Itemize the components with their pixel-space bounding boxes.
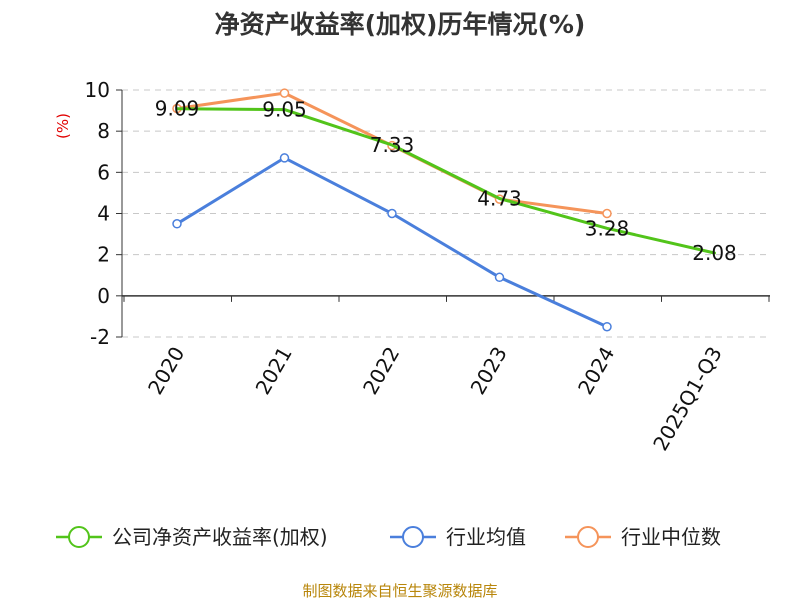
series	[172, 88, 716, 332]
legend-label: 行业中位数	[621, 525, 721, 549]
legend-label: 行业均值	[446, 525, 526, 549]
x-tick-label: 2024	[573, 343, 619, 399]
data-point	[172, 219, 182, 229]
y-tick-label: 8	[97, 119, 110, 143]
x-tick-label: 2025Q1-Q3	[648, 343, 727, 455]
y-tick-label: 0	[97, 284, 110, 308]
data-label: 9.09	[155, 97, 200, 121]
data-label: 3.28	[585, 216, 630, 240]
data-label: 7.33	[370, 133, 415, 157]
data-point	[387, 208, 397, 219]
x-tick-label: 2022	[358, 343, 404, 399]
data-label: 9.05	[262, 98, 307, 122]
data-label: 4.73	[477, 186, 522, 210]
x-tick-label: 2021	[251, 343, 297, 399]
data-point	[494, 272, 505, 283]
data-labels: 9.09 9.05 7.33 4.73 3.28 2.08	[155, 97, 737, 265]
legend-marker	[402, 526, 424, 548]
legend-marker	[68, 526, 90, 548]
legend: 公司净资产收益率(加权) 行业均值 行业中位数	[56, 525, 721, 549]
x-tick-label: 2020	[143, 343, 189, 399]
y-tick-label: 10	[85, 78, 110, 102]
legend-label: 公司净资产收益率(加权)	[112, 525, 328, 549]
chart-title: 净资产收益率(加权)历年情况(%)	[215, 10, 586, 39]
data-point	[279, 153, 290, 163]
x-tick-label: 2023	[466, 343, 512, 399]
legend-marker	[577, 526, 599, 548]
y-tick-label: 4	[97, 202, 110, 226]
source-note: 制图数据来自恒生聚源数据库	[302, 582, 497, 600]
y-tick-label: 2	[97, 243, 110, 267]
data-point	[602, 208, 612, 219]
series-line-0	[175, 107, 716, 255]
data-point	[279, 88, 290, 98]
data-point	[602, 321, 612, 332]
y-tick-label: -2	[90, 325, 110, 349]
data-label: 2.08	[692, 241, 737, 265]
y-tick-label: 6	[97, 160, 110, 184]
axes: -2 0 2 4 6 8 10 2020 2021 2022 2023 2024 2025Q1-Q3	[85, 78, 770, 455]
y-axis-label: (%)	[54, 113, 72, 139]
series-line-1	[175, 156, 609, 329]
